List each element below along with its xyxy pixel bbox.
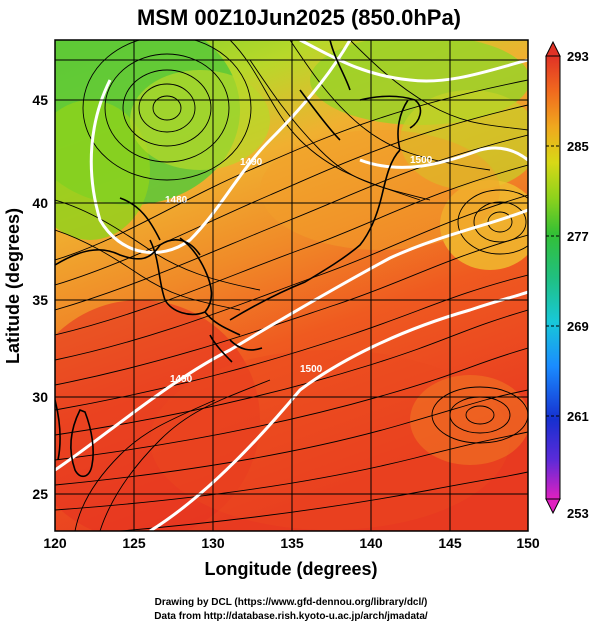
colorbar-min-arrow — [545, 498, 561, 515]
grid-lines — [55, 40, 528, 531]
credit-drawing: Drawing by DCL (https://www.gfd-dennou.o… — [155, 597, 428, 608]
coastlines — [55, 40, 422, 478]
credit-data: Data from http://database.rish.kyoto-u.a… — [154, 611, 428, 622]
map-title: MSM 00Z10Jun2025 (850.0hPa) — [137, 5, 461, 30]
contour-label: 1500 — [300, 364, 323, 375]
contour-label: 1500 — [410, 155, 433, 166]
contour-label: 1480 — [165, 195, 188, 206]
height-contours — [55, 40, 528, 531]
colorbar-tick-label: 261 — [567, 409, 589, 424]
y-tick-labels: 25 30 35 40 45 — [32, 92, 48, 502]
x-tick-label: 125 — [122, 535, 146, 551]
temperature-field — [55, 40, 528, 531]
colorbar-tick-label: 277 — [567, 229, 589, 244]
plot-frame — [54, 39, 529, 532]
x-tick-label: 135 — [280, 535, 304, 551]
x-axis-label: Longitude (degrees) — [204, 559, 377, 579]
contour-labels: 1500 1490 1490 1480 1500 — [165, 155, 433, 385]
x-tick-label: 140 — [359, 535, 383, 551]
x-tick-label: 120 — [43, 535, 67, 551]
y-axis-label: Latitude (degrees) — [3, 208, 23, 364]
y-tick-label: 25 — [32, 486, 48, 502]
colorbar-tick-label: 293 — [567, 49, 589, 64]
contour-label: 1490 — [170, 374, 193, 385]
y-tick-label: 30 — [32, 389, 48, 405]
x-tick-labels: 120 125 130 135 140 145 150 — [43, 535, 540, 551]
x-tick-label: 145 — [438, 535, 462, 551]
y-tick-label: 40 — [32, 195, 48, 211]
x-tick-label: 130 — [201, 535, 225, 551]
contour-label: 1490 — [240, 157, 263, 168]
colorbar: 293 285 277 269 261 253 — [545, 40, 589, 521]
colorbar-tick-label: 269 — [567, 319, 589, 334]
colorbar-tick-label: 285 — [567, 139, 589, 154]
colorbar-tick-label: 253 — [567, 506, 589, 521]
colorbar-max-arrow — [545, 40, 561, 57]
x-tick-label: 150 — [516, 535, 540, 551]
y-tick-label: 35 — [32, 292, 48, 308]
y-tick-label: 45 — [32, 92, 48, 108]
